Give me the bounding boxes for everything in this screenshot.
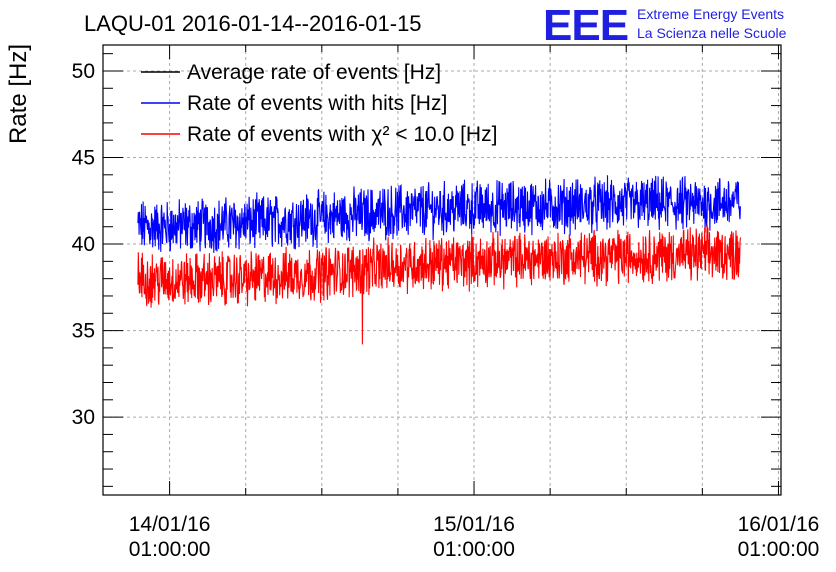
x-tick-date: 15/01/16 [433, 513, 515, 536]
y-tick-label: 50 [72, 60, 95, 83]
eee-logo-line2: La Scienza nelle Scuole [637, 25, 787, 41]
x-tick-time: 01:00:00 [129, 538, 211, 561]
x-tick-date: 14/01/16 [129, 513, 211, 536]
y-tick-label: 40 [72, 233, 95, 256]
eee-logo-letters: EEE [543, 1, 628, 50]
eee-logo: EEE Extreme Energy Events La Scienza nel… [543, 1, 787, 50]
y-tick-label: 35 [72, 320, 95, 343]
chart-title: LAQU-01 2016-01-14--2016-01-15 [84, 11, 422, 36]
series-layer [137, 175, 741, 345]
y-tick-label: 30 [72, 406, 95, 429]
series-line-chi2 [137, 224, 741, 345]
legend: Average rate of events [Hz] Rate of even… [141, 61, 497, 146]
x-tick-time: 01:00:00 [738, 538, 820, 561]
x-tick-time: 01:00:00 [433, 538, 515, 561]
legend-label-hits: Rate of events with hits [Hz] [187, 92, 447, 115]
legend-label-average: Average rate of events [Hz] [187, 61, 441, 84]
y-axis: 30 35 40 45 50 [72, 53, 781, 487]
plot-frame [102, 44, 782, 496]
y-tick-label: 45 [72, 147, 95, 170]
eee-logo-line1: Extreme Energy Events [637, 6, 784, 22]
y-axis-title: Rate [Hz] [5, 44, 32, 144]
grid [103, 45, 781, 495]
series-line-hits [137, 175, 741, 253]
legend-label-chi2: Rate of events with χ² < 10.0 [Hz] [187, 123, 497, 146]
x-axis: 14/01/1601:00:0015/01/1601:00:0016/01/16… [129, 45, 820, 561]
x-tick-date: 16/01/16 [738, 513, 820, 536]
